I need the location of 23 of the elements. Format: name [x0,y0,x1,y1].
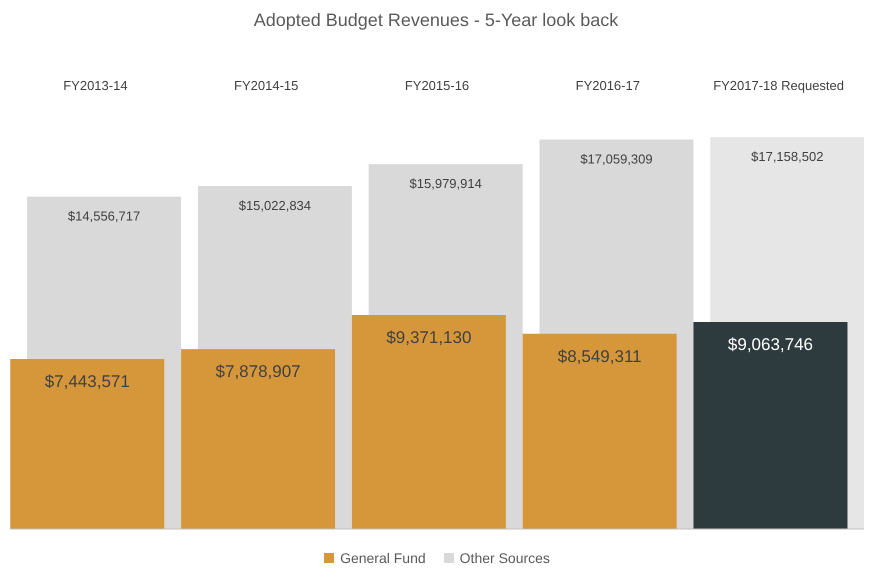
bar [522,334,677,529]
bar [181,349,336,529]
data-label: $15,022,834 [238,198,312,213]
legend-label: General Fund [339,550,426,566]
data-label: $14,556,717 [68,208,140,224]
data-label: $9,371,130 [386,328,472,348]
x-tick-label: FY2016-17 [576,78,640,93]
legend-label: Other Sources [458,550,550,566]
data-label: $8,549,311 [558,346,642,366]
bar [10,359,164,529]
x-tick-label: FY2015-16 [404,78,470,93]
data-label: $7,443,571 [44,372,130,392]
data-label: $17,158,502 [751,149,824,164]
bar [693,322,848,529]
data-label: $7,878,907 [216,362,301,382]
data-label: $9,063,746 [728,335,814,354]
data-label: $15,979,914 [410,176,482,192]
x-tick-label: FY2014-15 [234,78,298,93]
data-label: $17,059,309 [580,151,653,166]
x-tick-label: FY2013-14 [63,78,128,93]
chart-title: Adopted Budget Revenues - 5-Year look back [252,10,620,31]
x-tick-label: FY2017-18 Requested [713,78,844,93]
bar [352,315,506,529]
